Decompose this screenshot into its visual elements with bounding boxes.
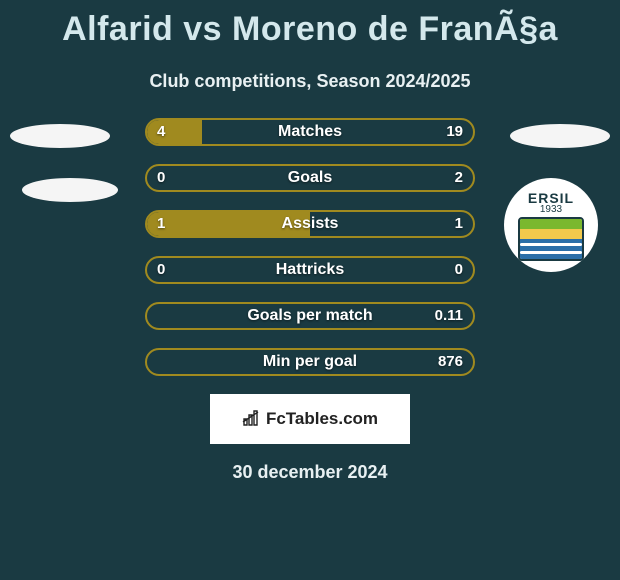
stat-row: 00Hattricks xyxy=(145,256,475,284)
stat-row: 419Matches xyxy=(145,118,475,146)
player-right-silhouette xyxy=(510,124,610,148)
footer-brand-text: FcTables.com xyxy=(266,409,378,429)
player-left-silhouette xyxy=(10,124,110,148)
club-badge-year: 1933 xyxy=(540,204,562,215)
stat-label: Goals xyxy=(145,164,475,192)
player-left-silhouette-2 xyxy=(22,178,118,202)
stat-label: Hattricks xyxy=(145,256,475,284)
footer-date: 30 december 2024 xyxy=(0,462,620,483)
footer-brand-banner[interactable]: FcTables.com xyxy=(210,394,410,444)
club-badge-right: ERSIL 1933 xyxy=(504,178,598,272)
club-badge-shield xyxy=(518,217,584,261)
season-subtitle: Club competitions, Season 2024/2025 xyxy=(0,71,620,92)
stat-row: 876Min per goal xyxy=(145,348,475,376)
stat-label: Goals per match xyxy=(145,302,475,330)
page-title: Alfarid vs Moreno de FranÃ§a xyxy=(0,0,620,49)
stat-label: Matches xyxy=(145,118,475,146)
stats-comparison: 419Matches 02Goals 11Assists 00Hattricks 0.1… xyxy=(145,118,475,376)
stat-label: Min per goal xyxy=(145,348,475,376)
stat-label: Assists xyxy=(145,210,475,238)
stat-row: 02Goals xyxy=(145,164,475,192)
stat-row: 0.11Goals per match xyxy=(145,302,475,330)
stat-row: 11Assists xyxy=(145,210,475,238)
chart-icon xyxy=(242,409,260,430)
